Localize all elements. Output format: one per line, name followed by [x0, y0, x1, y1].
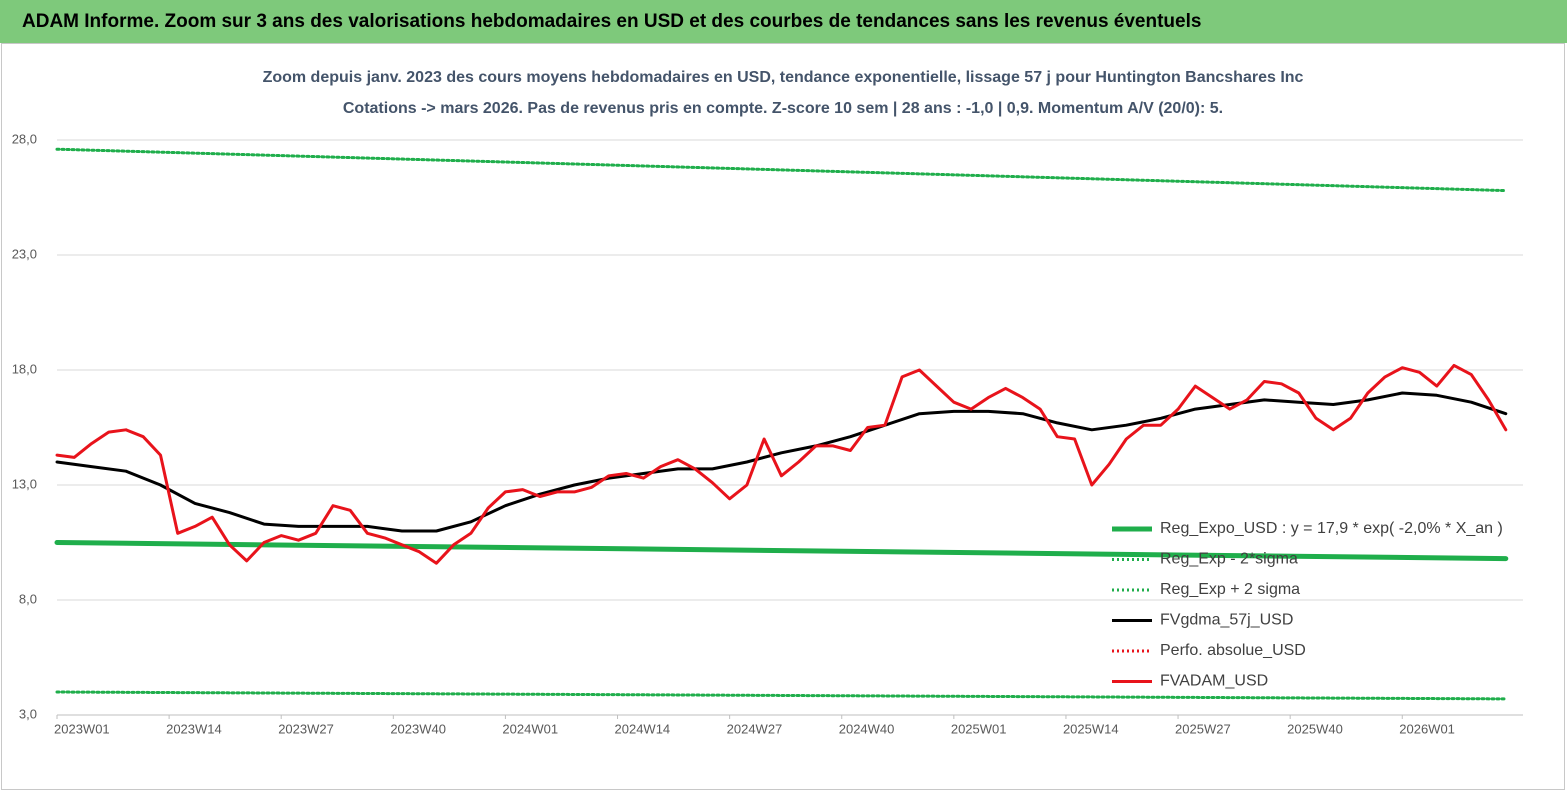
x-tick-label: 2025W27: [1175, 721, 1231, 736]
y-tick-label: 23,0: [12, 246, 37, 261]
legend-label: FVADAM_USD: [1160, 673, 1268, 690]
x-tick-label: 2024W40: [839, 721, 895, 736]
chart-subtitle: Cotations -> mars 2026. Pas de revenus p…: [343, 100, 1223, 117]
x-tick-label: 2026W01: [1399, 721, 1455, 736]
x-tick-label: 2025W14: [1063, 721, 1119, 736]
series-line: [55, 391, 1508, 533]
plot-area: 3,0 8,0 13,0 18,0 23,0 28,0 2023W01 2023W14 2023…: [12, 131, 1523, 736]
header-title: ADAM Informe. Zoom sur 3 ans des valoris…: [22, 11, 1201, 32]
header-bar: [0, 0, 1567, 43]
x-tick-label: 2023W27: [278, 721, 334, 736]
legend-label: Reg_Exp - 2*sigma: [1160, 551, 1298, 568]
y-tick-label: 13,0: [12, 476, 37, 491]
series-line: [55, 690, 1508, 701]
x-tick-label: 2025W01: [951, 721, 1007, 736]
series-line: [55, 363, 1508, 565]
x-tick-label: 2025W40: [1287, 721, 1343, 736]
x-tick-label: 2024W14: [615, 721, 671, 736]
x-tick-label: 2023W40: [390, 721, 446, 736]
chart-title: Zoom depuis janv. 2023 des cours moyens …: [263, 69, 1304, 86]
series-line: [55, 147, 1508, 193]
legend-label: Reg_Exp + 2 sigma: [1160, 581, 1300, 598]
legend-label: FVgdma_57j_USD: [1160, 612, 1293, 629]
legend-label: Reg_Expo_USD : y = 17,9 * exp( -2,0% * X…: [1160, 520, 1503, 537]
x-tick-label: 2023W01: [54, 721, 110, 736]
chart-frame: [1, 43, 1565, 790]
x-tick-label: 2023W14: [166, 721, 222, 736]
y-tick-label: 8,0: [19, 591, 37, 606]
y-tick-label: 18,0: [12, 361, 37, 376]
y-tick-label: 28,0: [12, 131, 37, 146]
legend-label: Perfo. absolue_USD: [1160, 642, 1306, 659]
y-tick-label: 3,0: [19, 706, 37, 721]
x-tick-label: 2024W27: [727, 721, 783, 736]
series-line: [54, 540, 1509, 562]
legend: Reg_Expo_USD : y = 17,9 * exp( -2,0% * X…: [1112, 520, 1503, 690]
x-tick-label: 2024W01: [502, 721, 558, 736]
